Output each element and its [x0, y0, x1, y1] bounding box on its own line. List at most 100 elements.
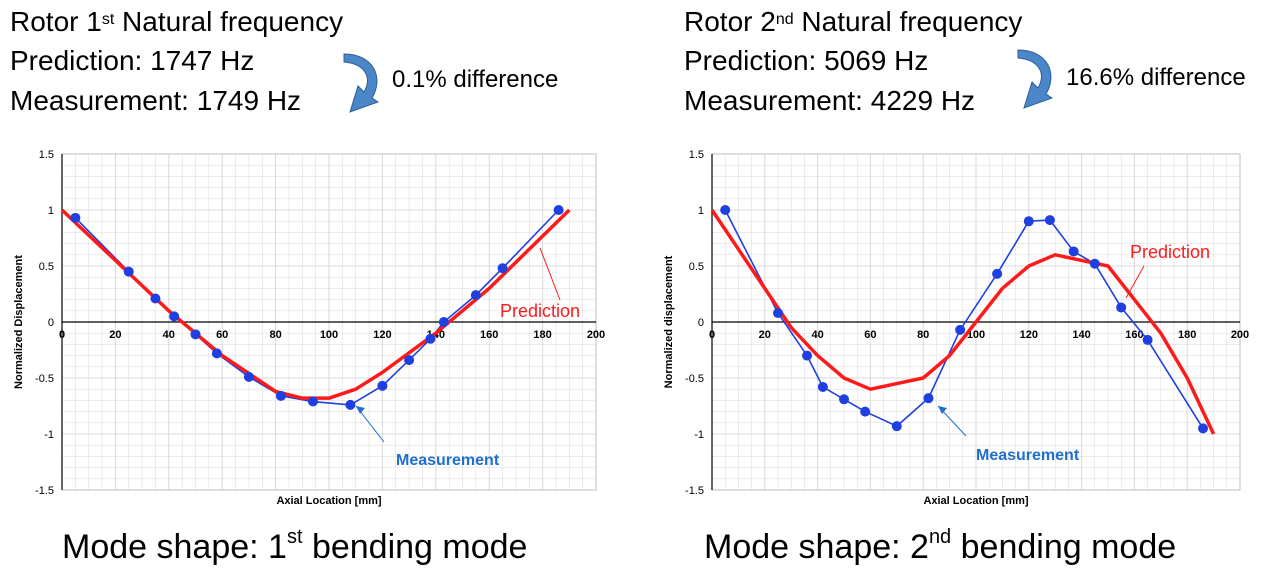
title-superscript: st: [101, 11, 115, 28]
x-tick-label: 200: [587, 329, 605, 341]
y-tick-label: 0.5: [689, 261, 704, 273]
x-tick-label: 120: [373, 329, 391, 341]
title-superscript: nd: [775, 11, 794, 28]
prediction-pointer-line: [539, 247, 561, 301]
difference-label: 16.6% difference: [1066, 64, 1246, 91]
x-tick-label: 200: [1231, 329, 1249, 341]
measurement-point: [1198, 423, 1209, 434]
chart-1: 1.5 1 0.5 0 -0.5 -1 -1.5 0 20 40 60 80 100 120 140 160 1…: [4, 140, 634, 510]
x-tick-label: 0: [59, 329, 65, 341]
measurement-frequency: Measurement: 1749 Hz: [10, 85, 302, 116]
caption-superscript: st: [286, 526, 303, 548]
measurement-point: [839, 394, 849, 405]
title-text: Rotor 2: [684, 6, 776, 37]
x-tick-label: 0: [709, 329, 715, 341]
x-tick-label: 40: [811, 329, 823, 341]
measurement-point: [307, 396, 318, 407]
prediction-annotation: Prediction: [500, 301, 580, 321]
measurement-annotation: Measurement: [976, 447, 1080, 464]
y-tick-label: -0.5: [685, 373, 704, 385]
curved-arrow-icon: [1017, 49, 1054, 109]
measurement-point: [817, 381, 828, 392]
measurement-point: [211, 348, 222, 359]
x-tick-label: 140: [1072, 329, 1090, 341]
y-tick-label: 0.5: [39, 261, 54, 273]
y-tick-label: -1.5: [35, 485, 54, 497]
x-tick-label: 180: [533, 329, 551, 341]
panel-second-mode: Rotor 2nd Natural frequency Prediction: …: [636, 0, 1272, 582]
title-text-tail: Natural frequency: [114, 6, 344, 37]
title-text-tail: Natural frequency: [793, 6, 1023, 37]
caption-text-tail: bending mode: [302, 528, 528, 566]
y-tick-label: 1: [48, 205, 54, 217]
caption-text: Mode shape: 1: [62, 528, 287, 566]
measurement-point: [1142, 334, 1153, 345]
measurement-point: [1023, 216, 1034, 227]
measurement-point: [1068, 246, 1079, 257]
measurement-point: [553, 205, 564, 215]
y-axis-title: Normalized displacement: [663, 255, 675, 388]
measurement-annotation: Measurement: [396, 452, 500, 469]
measurement-point: [438, 317, 449, 327]
x-tick-label: 40: [163, 329, 175, 341]
caption-text: Mode shape: 2: [704, 528, 929, 566]
mode-shape-caption: Mode shape: 1st bending mode: [62, 526, 528, 567]
measurement-point: [190, 329, 201, 340]
title-text: Rotor 1: [10, 6, 102, 37]
prediction-annotation: Prediction: [1130, 242, 1210, 262]
y-tick-label: 1.5: [689, 149, 704, 161]
x-tick-label: 160: [1125, 329, 1143, 341]
measurement-point: [891, 421, 902, 432]
measurement-point: [345, 399, 356, 410]
prediction-frequency: Prediction: 5069 Hz: [684, 45, 929, 76]
measurement-point: [425, 333, 436, 344]
measurement-point: [992, 268, 1003, 279]
x-tick-label: 80: [269, 329, 281, 341]
y-tick-label: -1: [44, 429, 54, 441]
x-tick-label: 20: [109, 329, 121, 341]
measurement-point: [70, 212, 81, 223]
caption-text-tail: bending mode: [951, 528, 1177, 566]
chart-2: 1.5 1 0.5 0 -0.5 -1 -1.5 0 20 40 60 80 100 120 140 160 1…: [636, 140, 1266, 510]
measurement-point: [123, 266, 134, 277]
measurement-point: [860, 406, 871, 417]
chart-2-svg: 1.5 1 0.5 0 -0.5 -1 -1.5 0 20 40 60 80 100 120 140 160 1…: [663, 149, 1249, 507]
measurement-pointer-arrowhead: [356, 406, 365, 414]
x-tick-label: 180: [1178, 329, 1196, 341]
y-tick-label: 1.5: [39, 149, 54, 161]
x-tick-label: 60: [864, 329, 876, 341]
measurement-frequency: Measurement: 4229 Hz: [684, 85, 976, 116]
x-tick-label: 80: [917, 329, 929, 341]
measurement-point: [1116, 302, 1127, 313]
measurement-point: [955, 324, 966, 335]
x-tick-label: 100: [320, 329, 338, 341]
measurement-point: [1044, 215, 1055, 226]
measurement-point: [377, 380, 388, 391]
prediction-pointer-line: [1125, 265, 1145, 299]
chart-1-svg: 1.510.50-0.5-1-1.50 20 40 60 80 100 120 140 160 1…: [13, 149, 605, 507]
y-axis-title: Normalized Displacement: [13, 255, 25, 389]
x-tick-label: 60: [216, 329, 228, 341]
mode-shape-caption: Mode shape: 2nd bending mode: [704, 526, 1177, 567]
difference-label: 0.1% difference: [392, 66, 559, 93]
x-tick-label: 120: [1020, 329, 1038, 341]
prediction-series-line: [710, 209, 1216, 435]
y-tick-label: -1.5: [685, 485, 704, 497]
x-tick-label: 100: [967, 329, 985, 341]
caption-superscript: nd: [928, 526, 952, 548]
panel-title: Rotor 2nd Natural frequency: [684, 3, 1022, 41]
measurement-point: [802, 350, 813, 361]
x-tick-label: 160: [480, 329, 498, 341]
measurement-point: [773, 308, 783, 319]
y-tick-label: -1: [694, 429, 704, 441]
panel-title: Rotor 1st Natural frequency: [10, 3, 343, 41]
x-axis-title: Axial Location [mm]: [923, 495, 1028, 507]
measurement-point: [1089, 258, 1100, 269]
x-axis-title: Axial Location [mm]: [276, 495, 381, 507]
y-tick-label: 1: [698, 205, 704, 217]
measurement-point: [470, 290, 481, 301]
measurement-point: [497, 263, 508, 274]
y-tick-label: 0: [48, 317, 54, 329]
measurement-point: [243, 371, 254, 382]
x-tick-label: 20: [759, 329, 771, 341]
